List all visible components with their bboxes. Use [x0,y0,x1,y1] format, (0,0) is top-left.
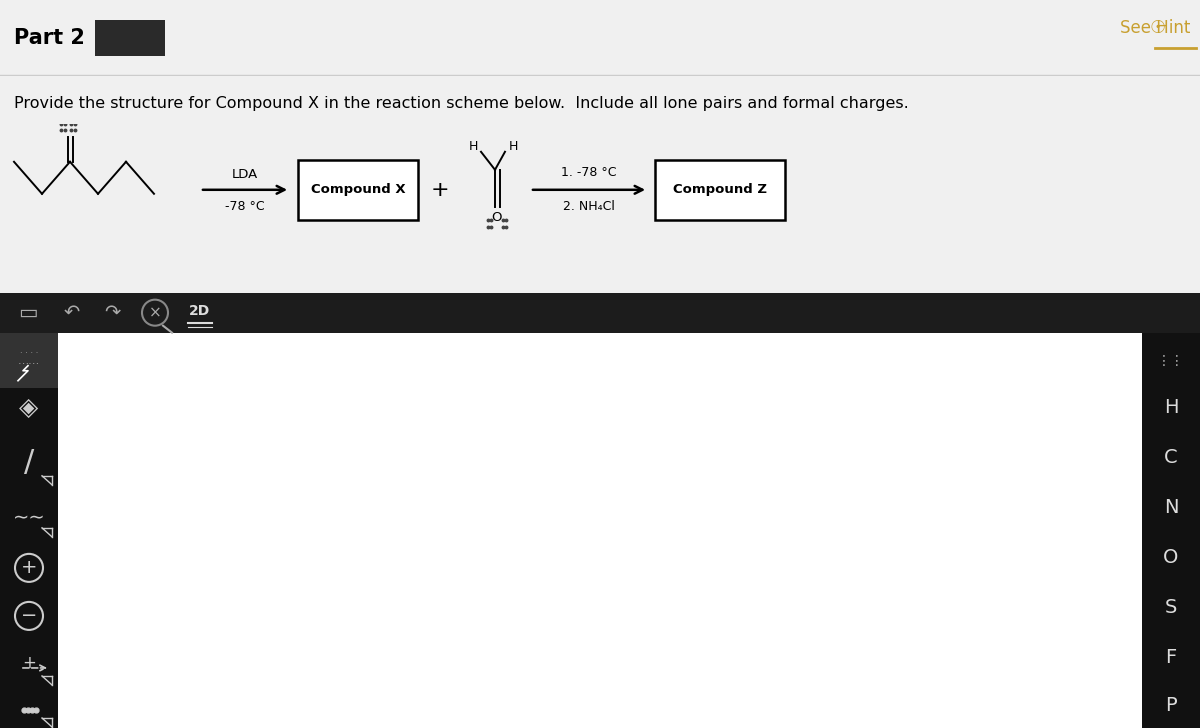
Text: 2. NH₄Cl: 2. NH₄Cl [563,200,614,213]
Bar [0,293,1200,333]
Text: ▭: ▭ [18,303,38,323]
Text: ……: …… [18,356,40,365]
Text: 1. -78 °C: 1. -78 °C [562,166,617,179]
Text: S: S [1165,598,1177,617]
Text: ☉: ☉ [1150,19,1166,37]
Text: H: H [1164,398,1178,417]
Text: /: / [24,448,34,478]
Text: +: + [431,180,449,199]
Bar [95,20,166,56]
Bar [1142,333,1200,728]
Text: Provide the structure for Compound X in the reaction scheme below.  Include all : Provide the structure for Compound X in … [14,96,908,111]
Text: O: O [492,211,503,224]
Text: -78 °C: -78 °C [226,200,265,213]
Text: . . . .: . . . . [20,347,38,355]
Text: 2D: 2D [190,304,211,317]
Text: H: H [509,141,517,154]
Text: ×: × [149,305,161,320]
Text: P: P [1165,697,1177,716]
Text: F: F [1165,649,1177,668]
Text: +: + [20,558,37,577]
Text: ↶: ↶ [64,303,80,323]
Text: N: N [1164,499,1178,518]
Text: ⋮⋮: ⋮⋮ [1157,354,1184,368]
Text: Part 2: Part 2 [14,28,85,48]
Text: +: + [22,654,36,672]
Text: ↷: ↷ [104,303,120,323]
Text: ∼∼: ∼∼ [13,508,46,527]
Bar [655,159,785,220]
Text: ◈: ◈ [19,396,38,420]
Text: Compound Z: Compound Z [673,183,767,197]
Bar [0,333,58,388]
Bar [298,159,418,220]
Text: See Hint: See Hint [1120,19,1190,37]
Text: LDA: LDA [232,168,258,181]
Text: C: C [1164,448,1178,467]
Text: −: − [20,606,37,625]
Bar [0,333,58,728]
Text: O: O [1163,548,1178,567]
Text: Compound X: Compound X [311,183,406,197]
Text: H: H [468,141,478,154]
